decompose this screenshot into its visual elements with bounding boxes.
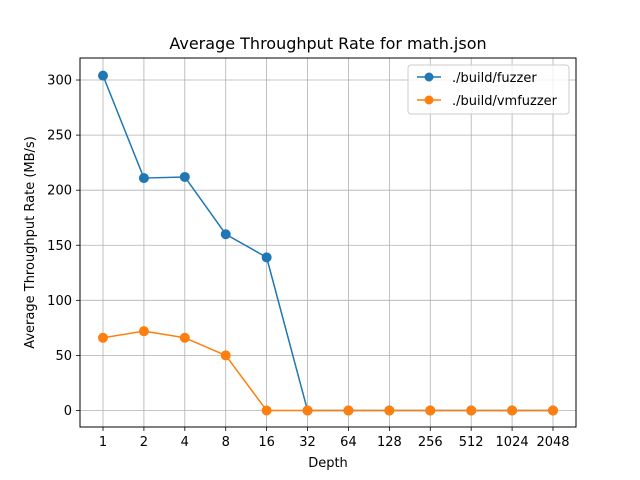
x-tick-label: 8 (222, 435, 230, 450)
x-tick-label: 64 (340, 435, 357, 450)
data-point (343, 405, 354, 416)
x-tick-label: 2 (140, 435, 148, 450)
y-tick-label: 0 (64, 404, 72, 419)
x-tick-label: 128 (377, 435, 402, 450)
axis-ticks: 1 2 4 8 16 32 64 128 256 512 1024 2048 0 50 100 150 200 2… (47, 74, 569, 450)
data-point (425, 405, 436, 416)
series-vmfuzzer (98, 326, 558, 416)
x-tick-label: 1024 (496, 435, 529, 450)
series-line (102, 330, 553, 412)
x-tick-label: 256 (418, 435, 443, 450)
legend-label: ./build/fuzzer (452, 71, 537, 86)
data-point (179, 171, 190, 182)
legend-item: ./build/fuzzer (417, 71, 537, 86)
x-tick-label: 2048 (536, 435, 569, 450)
data-point (261, 405, 272, 416)
x-axis-label: Depth (308, 456, 348, 471)
y-tick-label: 50 (55, 349, 72, 364)
y-tick-label: 150 (47, 239, 72, 254)
legend-item: ./build/vmfuzzer (417, 94, 558, 109)
data-series (98, 70, 558, 416)
legend-marker (424, 72, 434, 82)
plot-area-frame (79, 57, 577, 428)
data-point (220, 229, 231, 240)
data-point (138, 173, 149, 184)
data-point (98, 70, 108, 81)
legend-label: ./build/vmfuzzer (452, 94, 558, 109)
x-tick-label: 16 (258, 435, 275, 450)
data-point (548, 405, 558, 416)
data-point (302, 405, 313, 416)
data-point (384, 405, 395, 416)
y-tick-label: 100 (47, 294, 72, 309)
data-point (220, 350, 231, 361)
data-point (98, 332, 108, 343)
y-tick-label: 300 (47, 74, 72, 89)
data-point (507, 405, 518, 416)
data-point (138, 326, 149, 337)
x-tick-label: 1 (99, 435, 107, 450)
legend: ./build/fuzzer ./build/vmfuzzer (407, 64, 570, 115)
y-tick-label: 250 (47, 129, 72, 144)
x-tick-label: 512 (459, 435, 484, 450)
y-tick-label: 200 (47, 184, 72, 199)
x-tick-label: 32 (299, 435, 316, 450)
x-tick-label: 4 (181, 435, 189, 450)
data-point (179, 332, 190, 343)
data-point (466, 405, 477, 416)
legend-marker (424, 95, 434, 105)
chart-title: Average Throughput Rate for math.json (169, 34, 486, 53)
data-point (261, 252, 272, 263)
y-axis-label: Average Throughput Rate (MB/s) (23, 136, 38, 349)
legend-box (407, 64, 570, 115)
